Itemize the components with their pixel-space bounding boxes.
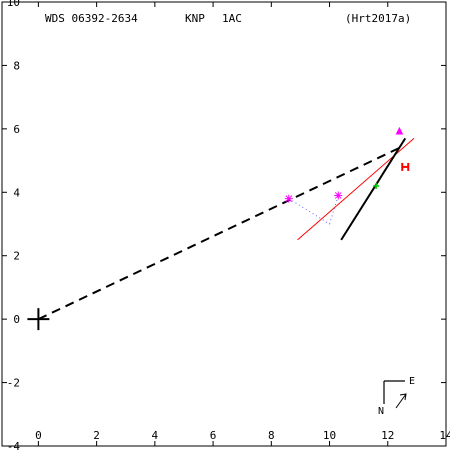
x-tick-label: 14 bbox=[439, 429, 450, 442]
y-tick-label: -4 bbox=[7, 440, 21, 450]
x-tick-label: 10 bbox=[323, 429, 336, 442]
x-tick-label: 12 bbox=[381, 429, 394, 442]
axis-tick-labels: 0 2 4 6 8 10 12 14 -4 -2 0 2 4 6 8 10 bbox=[7, 0, 450, 450]
separation-dashed-line bbox=[37, 146, 400, 321]
y-tick-label: -2 bbox=[7, 377, 20, 390]
asterisk-point bbox=[285, 195, 293, 202]
y-tick-label: 2 bbox=[13, 250, 20, 263]
y-tick-label: 0 bbox=[13, 313, 20, 326]
compass-rose: N E bbox=[378, 376, 415, 417]
header-pair: 1AC bbox=[222, 12, 242, 25]
triangle-point bbox=[395, 126, 404, 135]
dotted-residual-line bbox=[288, 195, 339, 225]
x-tick-label: 8 bbox=[268, 429, 275, 442]
compass-east-label: E bbox=[409, 376, 415, 387]
x-tick-label: 6 bbox=[210, 429, 217, 442]
y-tick-label: 6 bbox=[13, 123, 20, 136]
x-tick-label: 0 bbox=[35, 429, 42, 442]
header-wds-id: WDS 06392-2634 bbox=[45, 12, 138, 25]
x-tick-label: 4 bbox=[152, 429, 159, 442]
asterisk-point bbox=[334, 192, 342, 199]
compass-arrow-head bbox=[399, 393, 407, 401]
x-tick-label: 2 bbox=[93, 429, 100, 442]
compass-motion-arrow bbox=[395, 393, 407, 409]
y-tick-label: 4 bbox=[13, 186, 20, 199]
plot-marks bbox=[27, 126, 415, 331]
header-discoverer: KNP bbox=[185, 12, 205, 25]
compass-north-label: N bbox=[378, 406, 384, 417]
y-tick-label: 10 bbox=[7, 0, 20, 9]
header-reference: (Hrt2017a) bbox=[345, 12, 411, 25]
motion-line bbox=[340, 137, 407, 241]
y-tick-label: 8 bbox=[13, 59, 20, 72]
